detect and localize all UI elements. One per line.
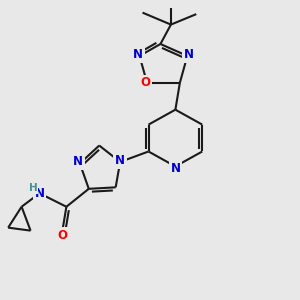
Text: O: O	[57, 229, 67, 242]
Text: N: N	[184, 48, 194, 61]
Text: N: N	[73, 155, 83, 168]
Text: N: N	[115, 154, 125, 167]
Text: H: H	[28, 183, 37, 193]
Text: N: N	[170, 162, 180, 175]
Text: N: N	[34, 187, 44, 200]
Text: O: O	[140, 76, 151, 89]
Text: N: N	[133, 48, 143, 61]
